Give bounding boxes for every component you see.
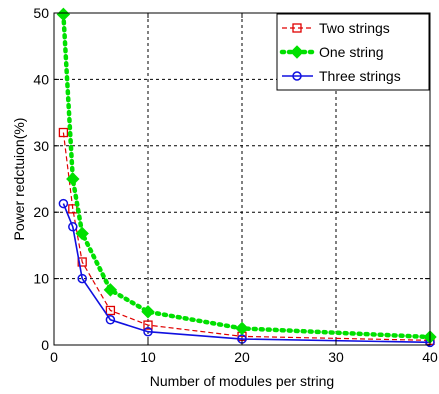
ticks: 0 10 20 30 40 0 10 20 30 40 50 [33, 5, 438, 365]
x-tick-label-0: 0 [50, 349, 58, 365]
data-point-2-3 [105, 315, 116, 325]
legend-label-0: Two strings [319, 20, 390, 36]
data-point-1-5 [235, 321, 249, 336]
legend-label-1: One string [319, 44, 384, 60]
data-point-0-0 [58, 127, 69, 138]
data-point-2-0 [58, 198, 69, 209]
x-tick-label-4: 40 [422, 349, 438, 365]
x-tick-label-2: 20 [234, 349, 250, 365]
series-2 [58, 198, 435, 348]
legend: Two strings One string Three strings [276, 13, 430, 91]
data-point-1-0 [56, 7, 71, 22]
y-tick-label-4: 40 [33, 71, 49, 87]
y-tick-label-0: 0 [41, 337, 49, 353]
data-point-1-3 [103, 283, 118, 297]
data-point-0-4 [143, 320, 153, 330]
x-tick-label-3: 30 [328, 349, 344, 365]
legend-marker-1 [290, 45, 304, 59]
data-point-0-3 [105, 305, 116, 316]
data-point-2-1 [68, 222, 78, 232]
x-axis-label: Number of modules per string [150, 373, 334, 389]
y-tick-label-1: 10 [33, 271, 49, 287]
data-point-1-2 [75, 226, 89, 241]
data-point-2-2 [77, 273, 87, 284]
data-point-1-1 [66, 172, 80, 186]
data-point-0-2 [77, 257, 87, 267]
legend-marker-2 [292, 71, 302, 81]
data-point-1-4 [141, 305, 155, 319]
y-tick-label-3: 30 [33, 138, 49, 154]
series-line-0 [62, 132, 431, 341]
legend-marker-0 [292, 23, 302, 33]
y-tick-label-5: 50 [33, 5, 49, 21]
series-line-2 [62, 203, 431, 344]
y-axis-label: Power redctuion(%) [11, 118, 27, 241]
x-tick-label-1: 10 [140, 349, 156, 365]
y-tick-label-2: 20 [33, 204, 49, 220]
data-point-2-4 [143, 326, 153, 337]
legend-label-2: Three strings [319, 68, 401, 84]
